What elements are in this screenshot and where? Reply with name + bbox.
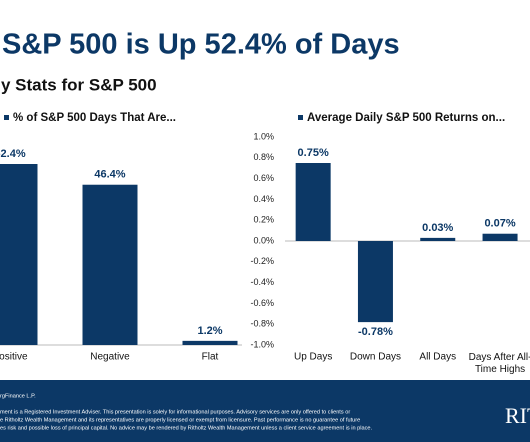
value-label: 52.4% <box>0 148 26 160</box>
legend-swatch <box>298 115 303 120</box>
y-tick-label: -1.0% <box>250 339 274 349</box>
disclaimer: ment is a Registered Investment Adviser.… <box>0 409 350 415</box>
y-tick-label: -0.6% <box>250 298 274 308</box>
chart-title: % of S&P 500 Days That Are... <box>13 112 176 124</box>
page-title: S&P 500 is Up 52.4% of Days <box>2 29 400 61</box>
bar <box>0 164 38 345</box>
bar <box>420 237 456 241</box>
y-tick-label: 0.6% <box>253 173 274 183</box>
y-tick-label: 0.8% <box>253 152 274 162</box>
bar <box>295 163 331 241</box>
x-tick-label: Negative <box>90 352 130 363</box>
chart-title: Average Daily S&P 500 Returns on... <box>307 112 505 124</box>
logo: RIT <box>505 403 530 428</box>
value-label: 46.4% <box>94 169 125 181</box>
bar <box>482 233 518 241</box>
bar <box>182 340 238 345</box>
x-tick-label: Up Days <box>294 352 332 363</box>
x-tick-label-line: Days After All- <box>469 352 530 363</box>
value-label: 0.07% <box>484 218 515 230</box>
y-tick-label: 0.2% <box>253 215 274 225</box>
subtitle: y Stats for S&P 500 <box>1 75 157 94</box>
x-tick-label: Down Days <box>350 352 401 363</box>
x-tick-label-line: Time Highs <box>475 364 525 375</box>
y-tick-label: -0.8% <box>250 319 274 329</box>
bar <box>82 184 138 345</box>
value-label: 0.03% <box>422 222 453 234</box>
disclaimer: es risk and possible loss of principal c… <box>0 425 373 431</box>
disclaimer: e Ritholtz Wealth Management and its rep… <box>0 417 360 423</box>
value-label: -0.78% <box>358 326 393 338</box>
y-tick-label: 0.0% <box>253 235 274 245</box>
x-tick-label: Positive <box>0 352 28 363</box>
y-tick-label: 0.4% <box>253 194 274 204</box>
value-label: 1.2% <box>197 325 222 337</box>
x-tick-label: Flat <box>202 352 219 363</box>
y-tick-label: -0.4% <box>250 277 274 287</box>
x-tick-label: All Days <box>419 352 456 363</box>
y-tick-label: -0.2% <box>250 256 274 266</box>
y-tick-label: 1.0% <box>253 131 274 141</box>
bar <box>357 241 393 323</box>
x-tick-label: Days After All-Time Highs <box>469 352 530 375</box>
source: rgFinance L.P. <box>0 393 36 399</box>
legend-swatch <box>4 115 9 120</box>
footer-band <box>0 380 530 442</box>
value-label: 0.75% <box>298 147 329 159</box>
